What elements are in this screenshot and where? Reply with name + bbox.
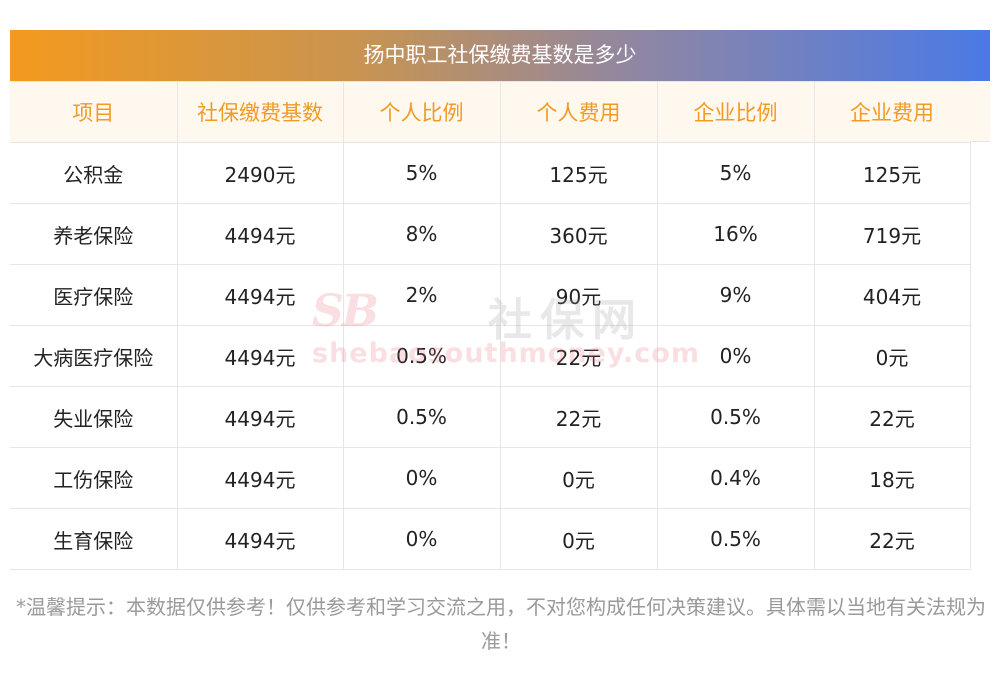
table-row: 生育保险 4494元 0% 0元 0.5% 22元 <box>10 508 971 570</box>
table-cell: 18元 <box>813 447 971 509</box>
header-tail <box>970 81 990 142</box>
table-cell: 0元 <box>499 508 658 570</box>
table-cell: 0% <box>656 325 815 387</box>
column-header-personal-cost: 个人费用 <box>499 81 658 143</box>
table-cell: 2% <box>342 264 501 326</box>
table-cell: 0元 <box>813 325 971 387</box>
table-cell: 0.5% <box>656 386 815 448</box>
table-cell: 2490元 <box>176 142 344 204</box>
table-cell: 9% <box>656 264 815 326</box>
table-cell: 工伤保险 <box>10 447 178 509</box>
content-wrapper: 扬中职工社保缴费基数是多少 项目 社保缴费基数 个人比例 个人费用 企业比例 企… <box>10 30 990 570</box>
table-row: 医疗保险 4494元 2% 90元 9% 404元 <box>10 264 971 326</box>
table-row: 公积金 2490元 5% 125元 5% 125元 <box>10 142 971 204</box>
table-cell: 8% <box>342 203 501 265</box>
table-row: 失业保险 4494元 0.5% 22元 0.5% 22元 <box>10 386 971 448</box>
column-header-company-rate: 企业比例 <box>656 81 815 143</box>
table-cell: 0% <box>342 508 501 570</box>
table-cell: 22元 <box>499 386 658 448</box>
table-cell: 4494元 <box>176 264 344 326</box>
table-cell: 失业保险 <box>10 386 178 448</box>
table-row: 养老保险 4494元 8% 360元 16% 719元 <box>10 203 971 265</box>
table-cell: 医疗保险 <box>10 264 178 326</box>
table-row: 大病医疗保险 4494元 0.5% 22元 0% 0元 <box>10 325 971 387</box>
table-header-row: 项目 社保缴费基数 个人比例 个人费用 企业比例 企业费用 <box>10 81 971 143</box>
table-cell: 5% <box>656 142 815 204</box>
table-cell: 22元 <box>813 386 971 448</box>
contribution-table: 项目 社保缴费基数 个人比例 个人费用 企业比例 企业费用 公积金 2490元 … <box>10 81 971 570</box>
column-header-item: 项目 <box>10 81 178 143</box>
table-cell: 0.5% <box>342 325 501 387</box>
table-cell: 0元 <box>499 447 658 509</box>
table-cell: 4494元 <box>176 447 344 509</box>
table-cell: 22元 <box>813 508 971 570</box>
table-cell: 养老保险 <box>10 203 178 265</box>
table-cell: 生育保险 <box>10 508 178 570</box>
table-title: 扬中职工社保缴费基数是多少 <box>10 30 990 81</box>
column-header-company-cost: 企业费用 <box>813 81 971 143</box>
table-cell: 0% <box>342 447 501 509</box>
disclaimer-note: *温馨提示：本数据仅供参考！仅供参考和学习交流之用，不对您构成任何决策建议。具体… <box>16 595 986 653</box>
table-cell: 719元 <box>813 203 971 265</box>
table-cell: 4494元 <box>176 203 344 265</box>
table-cell: 4494元 <box>176 386 344 448</box>
table-cell: 125元 <box>499 142 658 204</box>
table-cell: 0.4% <box>656 447 815 509</box>
table-cell: 4494元 <box>176 325 344 387</box>
table-cell: 5% <box>342 142 501 204</box>
table-row: 工伤保险 4494元 0% 0元 0.4% 18元 <box>10 447 971 509</box>
column-header-personal-rate: 个人比例 <box>342 81 501 143</box>
table-cell: 404元 <box>813 264 971 326</box>
table-cell: 大病医疗保险 <box>10 325 178 387</box>
table-cell: 360元 <box>499 203 658 265</box>
table-cell: 22元 <box>499 325 658 387</box>
table-cell: 公积金 <box>10 142 178 204</box>
table-cell: 0.5% <box>342 386 501 448</box>
table-cell: 125元 <box>813 142 971 204</box>
table-cell: 16% <box>656 203 815 265</box>
column-header-base: 社保缴费基数 <box>176 81 344 143</box>
table-cell: 90元 <box>499 264 658 326</box>
table-cell: 0.5% <box>656 508 815 570</box>
table-cell: 4494元 <box>176 508 344 570</box>
